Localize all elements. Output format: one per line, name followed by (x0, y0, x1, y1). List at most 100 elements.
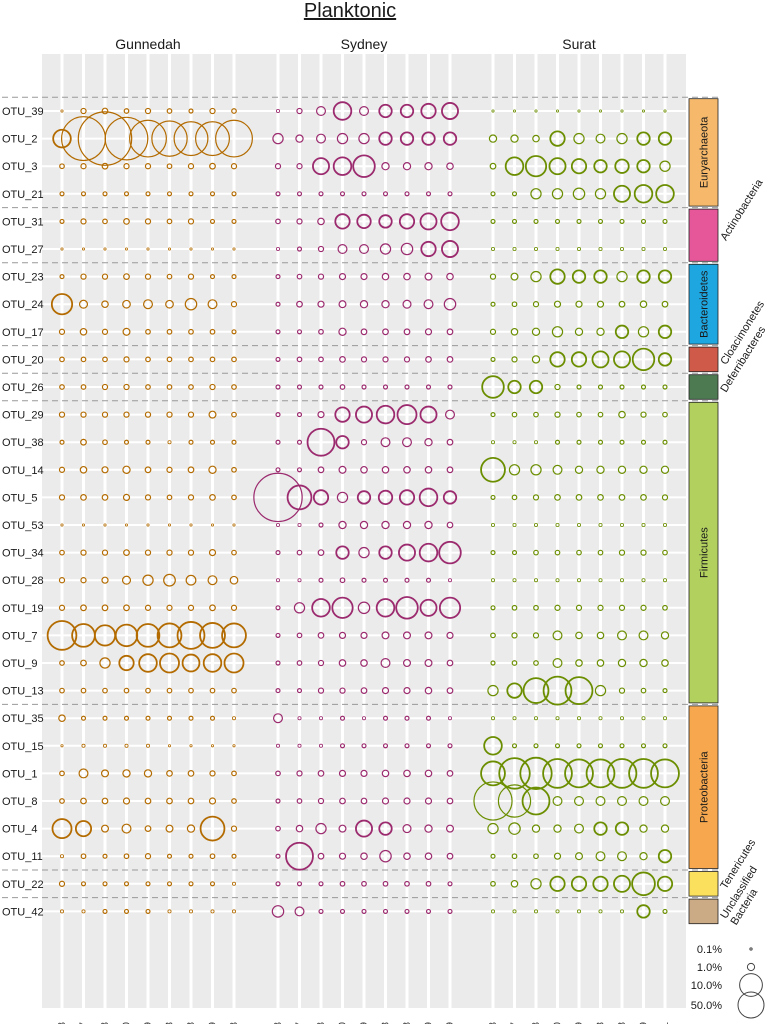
bubble-surat (555, 246, 560, 252)
bubble-gunnedah (58, 577, 66, 584)
bubble-gunnedah (80, 853, 87, 860)
bubble-sydney (404, 191, 410, 197)
bubbles (46, 101, 680, 919)
bubble-gunnedah (144, 107, 152, 115)
bubble-gunnedah (59, 191, 65, 197)
bubble-gunnedah (58, 880, 66, 887)
bubble-gunnedah (144, 218, 152, 225)
bubble-gunnedah (165, 824, 174, 833)
bubble-sydney (377, 489, 394, 506)
bubble-gunnedah (121, 823, 132, 834)
bubble-gunnedah (59, 163, 65, 170)
bubble-sydney (332, 156, 353, 176)
bubble-sydney (253, 472, 303, 523)
bubble-sydney (446, 852, 454, 860)
bubble-gunnedah (59, 660, 65, 666)
otu-label: OTU_29 (2, 410, 44, 422)
bubble-surat (598, 716, 603, 721)
bubble-gunnedah (124, 523, 129, 527)
bubble-surat (511, 550, 518, 556)
bubble-gunnedah (60, 109, 64, 113)
bubble-surat (490, 494, 496, 500)
bubble-sydney (446, 659, 454, 667)
bubble-surat (490, 301, 496, 307)
bubble-surat (555, 909, 560, 914)
bubble-surat (641, 522, 646, 528)
bubble-sydney (336, 132, 349, 145)
bubble-sydney (424, 797, 433, 805)
bubble-surat (490, 412, 496, 418)
bubble-sydney (438, 596, 462, 619)
bubble-sydney (335, 435, 350, 450)
bubble-surat (531, 824, 541, 833)
bubble-surat (614, 324, 630, 339)
bubble-surat (619, 384, 625, 390)
bubble-sydney (382, 328, 389, 336)
bubble-surat (504, 156, 525, 176)
bubble-gunnedah (208, 410, 217, 419)
bubble-surat (592, 875, 609, 892)
bubble-surat (573, 795, 585, 807)
bubble-surat (596, 327, 605, 336)
bubble-gunnedah (145, 439, 151, 445)
bubble-gunnedah (188, 687, 194, 694)
bubble-surat (593, 159, 608, 174)
bubble-surat (640, 384, 647, 390)
bubble-sydney (360, 659, 368, 667)
bubble-gunnedah (144, 825, 152, 832)
bubble-gunnedah (210, 523, 215, 527)
bubble-gunnedah (59, 356, 65, 363)
bubble-surat (662, 411, 668, 418)
bubble-gunnedah (118, 654, 135, 672)
bubble-gunnedah (101, 273, 109, 280)
bubble-gunnedah (210, 909, 215, 914)
bubble-sydney (312, 489, 330, 506)
bubble-surat (533, 578, 539, 583)
phylum-label: Bacteroidetes (699, 270, 711, 338)
bubble-sydney (296, 384, 303, 390)
bubble-sydney (318, 522, 324, 528)
bubble-gunnedah (166, 356, 173, 363)
bubble-sydney (382, 880, 389, 887)
bubble-surat (657, 352, 673, 367)
bubble-gunnedah (122, 797, 131, 805)
bubble-surat (511, 356, 518, 363)
bubble-surat (554, 549, 561, 556)
bubble-sydney (375, 404, 396, 425)
bubble-surat (613, 874, 631, 893)
legend-bubble (737, 991, 765, 1019)
bubble-sydney (424, 769, 433, 778)
bubble-sydney (402, 631, 412, 640)
bubble-surat (598, 109, 603, 113)
bubble-surat (511, 632, 518, 639)
bubble-surat (506, 682, 523, 699)
bubble-gunnedah (188, 881, 194, 887)
bubble-surat (511, 494, 518, 501)
bubble-gunnedah (166, 715, 173, 721)
x-tick-label: Day 3 (57, 1022, 68, 1024)
bubble-surat (524, 155, 548, 178)
otu-label: OTU_21 (2, 189, 44, 201)
bubble-surat (661, 659, 669, 667)
bubble-gunnedah (208, 465, 217, 474)
bubble-surat (663, 109, 667, 113)
bubble-gunnedah (209, 218, 216, 224)
bubble-gunnedah (166, 687, 173, 694)
bubble-sydney (275, 246, 281, 252)
bubble-surat (661, 300, 669, 308)
bubble-gunnedah (80, 549, 87, 556)
bubble-gunnedah (144, 411, 152, 418)
bubble-sydney (398, 543, 416, 562)
bubble-gunnedah (122, 327, 131, 336)
bubble-sydney (398, 489, 416, 506)
bubble-gunnedah (187, 218, 195, 225)
bubble-sydney (361, 908, 367, 914)
x-tick-label: Day 38 (165, 1022, 176, 1024)
bubble-surat (593, 821, 608, 836)
bubble-sydney (275, 467, 281, 473)
bubble-sydney (339, 908, 346, 914)
bubble-surat (576, 246, 582, 252)
bubble-sydney (339, 384, 346, 390)
bubble-gunnedah (188, 439, 194, 445)
bubble-sydney (318, 328, 324, 335)
